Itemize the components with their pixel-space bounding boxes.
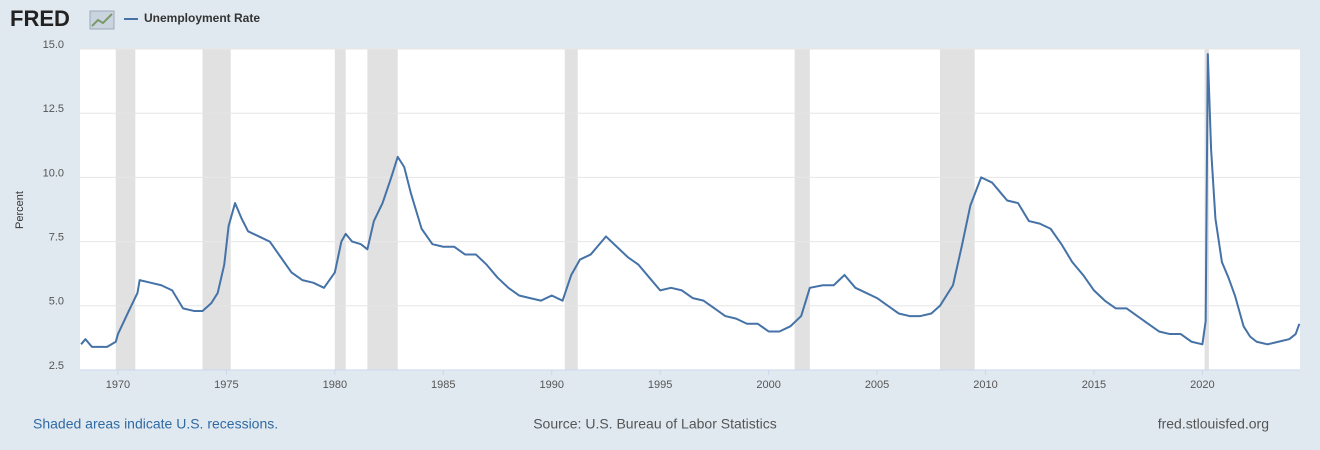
recession-band: [367, 49, 398, 370]
recession-band: [115, 49, 136, 370]
series-line: [80, 53, 1301, 348]
y-axis-label: Percent: [14, 191, 26, 229]
y-tick-label: 12.5: [43, 103, 64, 115]
logo: FRED: [10, 6, 70, 31]
footer-note: Shaded areas indicate U.S. recessions.: [33, 416, 278, 432]
legend-label: Unemployment Rate: [144, 11, 260, 25]
x-tick-label: 2010: [973, 379, 997, 391]
recession-band: [794, 49, 810, 370]
y-tick-label: 2.5: [49, 360, 64, 372]
plot-background: [80, 49, 1300, 370]
y-tick-label: 15.0: [43, 39, 64, 51]
x-tick-label: 1995: [648, 379, 672, 391]
x-tick-label: 2000: [756, 379, 780, 391]
y-tick-label: 7.5: [49, 232, 64, 244]
recession-band: [564, 49, 578, 370]
x-tick-label: 2020: [1190, 379, 1214, 391]
x-tick-label: 2015: [1082, 379, 1106, 391]
x-tick-label: 1990: [539, 379, 563, 391]
x-tick-label: 1970: [106, 379, 130, 391]
footer-source: Source: U.S. Bureau of Labor Statistics: [533, 416, 777, 432]
y-tick-label: 5.0: [49, 296, 64, 308]
y-tick-label: 10.0: [43, 167, 64, 179]
x-tick-label: 2005: [865, 379, 889, 391]
x-tick-label: 1980: [323, 379, 347, 391]
recession-band: [334, 49, 346, 370]
recession-band: [202, 49, 231, 370]
logo-icon: [89, 10, 115, 30]
footer-site: fred.stlouisfed.org: [1158, 416, 1269, 432]
x-tick-label: 1985: [431, 379, 455, 391]
x-tick-label: 1975: [214, 379, 238, 391]
